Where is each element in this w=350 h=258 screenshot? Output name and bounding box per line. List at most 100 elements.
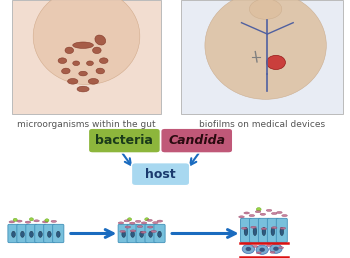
Ellipse shape <box>137 225 143 228</box>
Ellipse shape <box>65 47 74 54</box>
Ellipse shape <box>42 221 48 223</box>
Ellipse shape <box>253 227 257 236</box>
Ellipse shape <box>272 227 277 229</box>
Ellipse shape <box>276 211 282 214</box>
Ellipse shape <box>130 222 135 224</box>
Ellipse shape <box>151 230 156 232</box>
Ellipse shape <box>77 86 89 92</box>
Circle shape <box>29 218 34 221</box>
Ellipse shape <box>95 35 106 45</box>
Ellipse shape <box>21 231 24 237</box>
Ellipse shape <box>33 0 140 85</box>
Text: biofilms on medical devices: biofilms on medical devices <box>199 120 325 129</box>
Circle shape <box>273 247 279 251</box>
Ellipse shape <box>34 220 39 222</box>
Ellipse shape <box>279 247 284 249</box>
Ellipse shape <box>51 220 57 222</box>
Text: microorganisms within the gut: microorganisms within the gut <box>17 120 156 129</box>
Ellipse shape <box>255 211 261 213</box>
Ellipse shape <box>58 58 67 63</box>
Ellipse shape <box>122 231 126 237</box>
Ellipse shape <box>16 220 22 222</box>
Text: host: host <box>145 168 176 181</box>
Ellipse shape <box>239 216 244 218</box>
FancyBboxPatch shape <box>145 224 156 243</box>
FancyBboxPatch shape <box>276 218 287 242</box>
Ellipse shape <box>256 252 261 254</box>
Circle shape <box>145 218 149 221</box>
Ellipse shape <box>272 212 277 215</box>
Ellipse shape <box>25 221 31 223</box>
Ellipse shape <box>280 227 286 229</box>
Ellipse shape <box>47 231 51 237</box>
FancyBboxPatch shape <box>17 224 28 243</box>
Ellipse shape <box>271 227 275 236</box>
Ellipse shape <box>68 78 78 84</box>
Ellipse shape <box>260 213 266 215</box>
Ellipse shape <box>92 47 101 54</box>
Circle shape <box>127 218 132 221</box>
Ellipse shape <box>141 231 146 233</box>
Ellipse shape <box>241 227 247 229</box>
FancyBboxPatch shape <box>240 218 252 242</box>
Ellipse shape <box>149 231 153 237</box>
Ellipse shape <box>9 221 15 223</box>
FancyBboxPatch shape <box>8 224 19 243</box>
FancyBboxPatch shape <box>250 218 260 242</box>
Ellipse shape <box>118 222 124 224</box>
Ellipse shape <box>86 61 93 66</box>
Circle shape <box>256 207 261 211</box>
Circle shape <box>259 248 265 252</box>
Ellipse shape <box>251 226 256 228</box>
Ellipse shape <box>158 231 161 237</box>
FancyBboxPatch shape <box>132 163 190 186</box>
Ellipse shape <box>96 68 105 74</box>
Ellipse shape <box>62 68 70 74</box>
Ellipse shape <box>267 245 272 247</box>
Ellipse shape <box>38 231 42 237</box>
Ellipse shape <box>250 0 282 19</box>
Text: bacteria: bacteria <box>96 134 153 147</box>
FancyBboxPatch shape <box>154 224 165 243</box>
Ellipse shape <box>153 222 158 224</box>
Ellipse shape <box>73 61 79 66</box>
Ellipse shape <box>131 231 134 237</box>
Ellipse shape <box>99 58 108 63</box>
FancyBboxPatch shape <box>13 0 161 114</box>
Ellipse shape <box>270 251 275 253</box>
Ellipse shape <box>253 245 258 247</box>
Ellipse shape <box>147 219 152 221</box>
Ellipse shape <box>124 220 130 222</box>
Ellipse shape <box>79 71 88 76</box>
Ellipse shape <box>266 209 272 212</box>
Ellipse shape <box>266 55 285 70</box>
Ellipse shape <box>280 227 284 236</box>
FancyBboxPatch shape <box>127 224 138 243</box>
Circle shape <box>45 219 49 222</box>
Ellipse shape <box>135 220 141 222</box>
Circle shape <box>270 244 282 253</box>
Circle shape <box>246 247 251 251</box>
Ellipse shape <box>141 222 147 224</box>
Ellipse shape <box>244 212 250 214</box>
Ellipse shape <box>261 228 267 230</box>
Ellipse shape <box>88 78 99 84</box>
Ellipse shape <box>125 226 131 228</box>
Ellipse shape <box>147 226 153 228</box>
Ellipse shape <box>140 231 144 237</box>
FancyBboxPatch shape <box>44 224 55 243</box>
FancyBboxPatch shape <box>267 218 278 242</box>
Circle shape <box>256 245 268 254</box>
FancyBboxPatch shape <box>181 0 343 114</box>
Circle shape <box>13 218 17 221</box>
FancyBboxPatch shape <box>118 224 129 243</box>
Circle shape <box>242 244 254 254</box>
Ellipse shape <box>244 227 248 236</box>
Ellipse shape <box>262 227 266 236</box>
Ellipse shape <box>282 214 287 217</box>
Ellipse shape <box>157 220 163 222</box>
Text: Candida: Candida <box>168 134 225 147</box>
Ellipse shape <box>249 214 255 217</box>
FancyBboxPatch shape <box>53 224 64 243</box>
Ellipse shape <box>205 0 326 99</box>
